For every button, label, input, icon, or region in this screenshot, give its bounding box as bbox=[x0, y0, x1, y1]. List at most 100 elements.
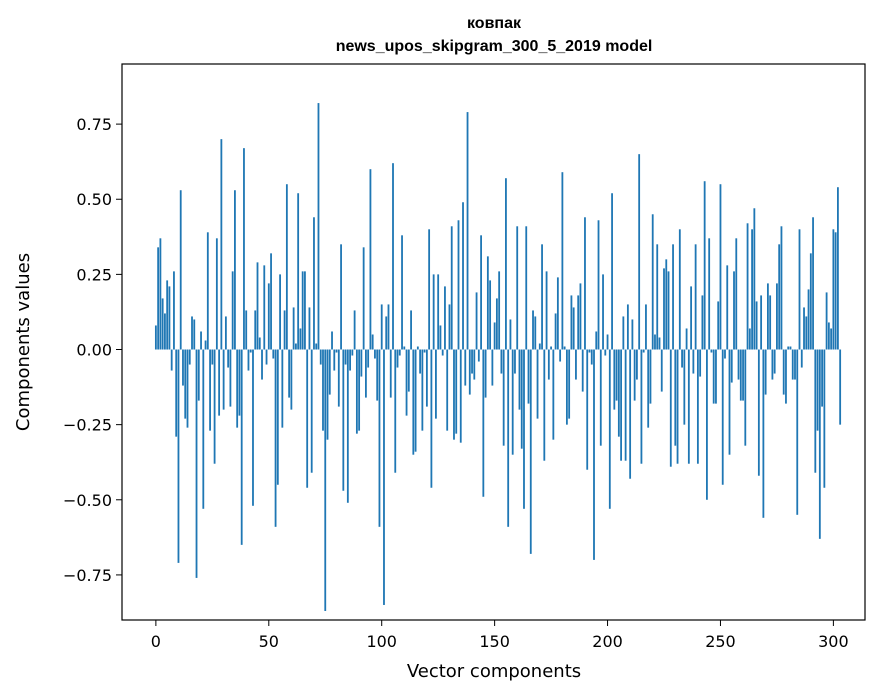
bar-component-258 bbox=[737, 349, 740, 380]
bar-component-280 bbox=[787, 346, 790, 350]
bar-component-34 bbox=[231, 271, 234, 350]
bar-component-220 bbox=[651, 214, 654, 350]
bar-component-28 bbox=[218, 349, 221, 416]
bar-component-146 bbox=[484, 349, 487, 398]
bar-component-204 bbox=[615, 349, 618, 401]
bar-component-207 bbox=[622, 316, 625, 350]
bar-component-180 bbox=[561, 172, 564, 350]
bar-component-294 bbox=[818, 349, 821, 539]
bar-component-196 bbox=[597, 220, 600, 350]
bar-component-203 bbox=[613, 349, 616, 410]
bar-component-243 bbox=[703, 181, 706, 350]
bar-component-182 bbox=[565, 349, 568, 425]
y-tick-label: 0.75 bbox=[76, 115, 112, 134]
bar-component-157 bbox=[509, 319, 512, 350]
bar-component-259 bbox=[739, 349, 742, 401]
bar-component-149 bbox=[491, 349, 494, 386]
bar-component-18 bbox=[195, 349, 198, 578]
bar-component-126 bbox=[439, 325, 442, 350]
bar-component-69 bbox=[310, 349, 313, 473]
bar-component-67 bbox=[306, 349, 309, 488]
bar-component-33 bbox=[229, 349, 232, 407]
bar-component-56 bbox=[281, 349, 284, 428]
bar-component-255 bbox=[730, 349, 733, 383]
bar-component-172 bbox=[543, 349, 546, 461]
bar-component-176 bbox=[552, 349, 555, 440]
bar-component-76 bbox=[326, 349, 329, 440]
bar-component-51 bbox=[270, 253, 272, 350]
bar-component-16 bbox=[191, 316, 193, 350]
bar-component-22 bbox=[204, 340, 207, 350]
bar-component-141 bbox=[473, 349, 476, 380]
x-tick-label: 250 bbox=[705, 632, 736, 651]
bar-component-301 bbox=[834, 232, 837, 350]
bar-component-302 bbox=[837, 187, 839, 350]
bar-component-234 bbox=[683, 349, 686, 425]
bar-component-131 bbox=[450, 226, 453, 350]
bar-component-30 bbox=[222, 349, 225, 410]
bar-component-71 bbox=[315, 343, 318, 350]
bar-component-233 bbox=[681, 349, 683, 368]
bar-component-100 bbox=[380, 304, 383, 350]
bar-component-202 bbox=[611, 193, 613, 350]
bar-component-110 bbox=[403, 346, 406, 350]
bar-component-35 bbox=[234, 190, 236, 350]
bar-component-99 bbox=[378, 349, 381, 527]
bar-component-43 bbox=[252, 349, 254, 506]
x-tick-label: 0 bbox=[151, 632, 161, 651]
bar-component-19 bbox=[197, 349, 200, 401]
bar-component-87 bbox=[351, 349, 354, 356]
bar-component-238 bbox=[692, 349, 695, 374]
bar-component-194 bbox=[593, 349, 595, 560]
bar-component-183 bbox=[568, 349, 571, 419]
bar-component-150 bbox=[493, 322, 496, 350]
bar-component-173 bbox=[545, 271, 548, 350]
bar-component-145 bbox=[482, 349, 485, 497]
bar-component-85 bbox=[346, 349, 349, 503]
bar-component-186 bbox=[575, 349, 577, 380]
bar-component-49 bbox=[265, 349, 268, 365]
bar-component-133 bbox=[455, 349, 458, 434]
bar-component-245 bbox=[708, 238, 711, 350]
bar-component-53 bbox=[274, 349, 277, 527]
bar-component-74 bbox=[322, 349, 324, 431]
bar-component-73 bbox=[319, 349, 322, 365]
bar-component-105 bbox=[392, 163, 394, 350]
bar-component-118 bbox=[421, 349, 424, 431]
bar-component-15 bbox=[188, 349, 191, 365]
bar-component-42 bbox=[249, 349, 252, 353]
bar-component-117 bbox=[419, 349, 422, 374]
bar-component-268 bbox=[760, 295, 763, 350]
bar-component-135 bbox=[459, 349, 462, 443]
bar-component-66 bbox=[304, 271, 306, 350]
bar-component-200 bbox=[606, 334, 609, 350]
bar-component-29 bbox=[220, 139, 223, 350]
bar-component-224 bbox=[660, 349, 663, 392]
bar-component-188 bbox=[579, 283, 582, 350]
bar-component-152 bbox=[498, 271, 501, 350]
bar-component-80 bbox=[335, 349, 338, 353]
bar-component-283 bbox=[794, 349, 796, 380]
bar-component-45 bbox=[256, 262, 259, 350]
bar-component-120 bbox=[425, 349, 428, 407]
bar-component-278 bbox=[782, 349, 785, 395]
bar-component-264 bbox=[751, 229, 753, 350]
bar-component-92 bbox=[362, 247, 365, 350]
bar-component-205 bbox=[617, 349, 620, 437]
bar-component-225 bbox=[663, 268, 665, 350]
bar-component-293 bbox=[816, 349, 819, 431]
bar-component-177 bbox=[554, 313, 557, 350]
bar-component-167 bbox=[532, 310, 534, 350]
y-tick-label: 0.50 bbox=[76, 190, 112, 209]
bar-component-2 bbox=[159, 238, 162, 350]
bar-component-101 bbox=[383, 349, 385, 605]
bar-component-63 bbox=[297, 193, 300, 350]
bar-component-276 bbox=[778, 244, 781, 350]
bar-component-249 bbox=[717, 301, 720, 350]
bar-component-3 bbox=[161, 298, 164, 350]
bar-component-256 bbox=[733, 271, 735, 350]
bar-component-236 bbox=[687, 349, 690, 464]
bar-component-206 bbox=[620, 349, 622, 461]
bar-component-274 bbox=[773, 349, 776, 374]
bar-component-17 bbox=[193, 319, 196, 350]
